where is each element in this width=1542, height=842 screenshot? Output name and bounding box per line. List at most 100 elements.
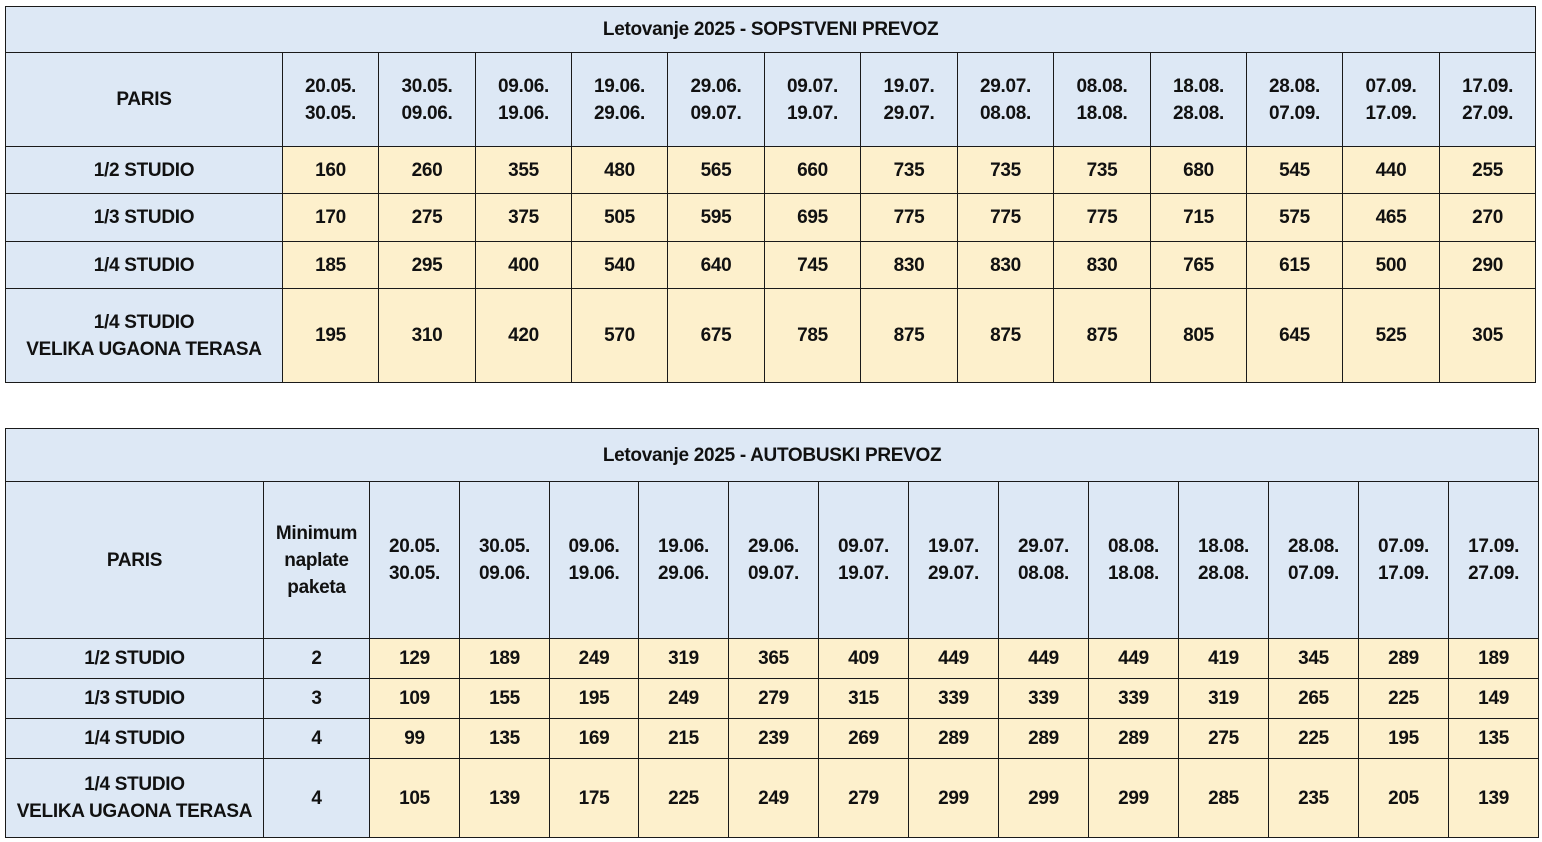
period-header: 29.06. 09.07.	[667, 52, 765, 147]
price-cell: 675	[667, 288, 765, 383]
price-cell: 449	[998, 638, 1089, 679]
price-cell: 715	[1150, 193, 1247, 242]
price-cell: 255	[1438, 146, 1537, 194]
price-cell: 290	[1438, 241, 1537, 289]
price-cell: 215	[638, 718, 729, 759]
price-cell: 105	[369, 758, 460, 838]
price-cell: 680	[1150, 146, 1247, 194]
period-header: 20.05. 30.05.	[282, 52, 379, 147]
price-cell: 149	[1447, 678, 1540, 719]
price-cell: 565	[667, 146, 765, 194]
price-cell: 175	[549, 758, 639, 838]
price-cell: 249	[638, 678, 729, 719]
price-cell: 195	[1358, 718, 1449, 759]
price-cell: 875	[957, 288, 1054, 383]
price-cell: 409	[818, 638, 909, 679]
price-cell: 225	[638, 758, 729, 838]
price-cell: 225	[1268, 718, 1359, 759]
period-header: 08.08. 18.08.	[1053, 52, 1151, 147]
minimum-payment-cell: 3	[263, 678, 370, 719]
price-cell: 480	[571, 146, 668, 194]
price-cell: 465	[1342, 193, 1440, 242]
room-type-cell: 1/3 STUDIO	[5, 678, 264, 719]
price-cell: 400	[475, 241, 572, 289]
price-cell: 249	[549, 638, 639, 679]
price-cell: 830	[1053, 241, 1151, 289]
price-cell: 765	[1150, 241, 1247, 289]
price-cell: 449	[1088, 638, 1179, 679]
price-cell: 235	[1268, 758, 1359, 838]
price-cell: 420	[475, 288, 572, 383]
price-cell: 875	[860, 288, 958, 383]
period-header: 28.08. 07.09.	[1246, 52, 1343, 147]
price-cell: 299	[1088, 758, 1179, 838]
price-cell: 660	[764, 146, 861, 194]
price-cell: 339	[998, 678, 1089, 719]
price-cell: 249	[728, 758, 819, 838]
price-cell: 299	[998, 758, 1089, 838]
price-cell: 289	[1358, 638, 1449, 679]
price-cell: 735	[1053, 146, 1151, 194]
period-header: 17.09. 27.09.	[1447, 481, 1540, 639]
price-cell: 449	[908, 638, 999, 679]
price-cell: 285	[1178, 758, 1269, 838]
period-header: 29.07. 08.08.	[957, 52, 1054, 147]
price-cell: 595	[667, 193, 765, 242]
price-cell: 830	[957, 241, 1054, 289]
price-cell: 260	[378, 146, 476, 194]
period-header: 19.07. 29.07.	[908, 481, 999, 639]
price-cell: 875	[1053, 288, 1151, 383]
room-type-cell: 1/2 STUDIO	[5, 146, 283, 194]
room-type-cell: 1/4 STUDIO	[5, 241, 283, 289]
table-row: 1/4 STUDIO 4 99 135 169 215 239 269 289 289 289 275…	[5, 718, 1540, 759]
price-cell: 205	[1358, 758, 1449, 838]
price-cell: 575	[1246, 193, 1343, 242]
price-cell: 419	[1178, 638, 1269, 679]
room-type-cell: 1/4 STUDIO	[5, 718, 264, 759]
period-header: 09.06. 19.06.	[475, 52, 572, 147]
price-cell: 160	[282, 146, 379, 194]
price-cell: 775	[860, 193, 958, 242]
price-cell: 525	[1342, 288, 1440, 383]
price-cell: 345	[1268, 638, 1359, 679]
price-cell: 305	[1438, 288, 1537, 383]
table-row: 1/4 STUDIO VELIKA UGAONA TERASA 195 310 420 5…	[5, 288, 1537, 383]
table-row: 1/3 STUDIO 3 109 155 195 249 279 315 339 339 339 31…	[5, 678, 1540, 719]
period-header: 19.06. 29.06.	[638, 481, 729, 639]
price-cell: 189	[459, 638, 550, 679]
price-cell: 279	[728, 678, 819, 719]
price-cell: 299	[908, 758, 999, 838]
period-header: 29.06. 09.07.	[728, 481, 819, 639]
minimum-payment-header: Minimum naplate paketa	[263, 481, 370, 639]
price-cell: 315	[818, 678, 909, 719]
price-cell: 319	[638, 638, 729, 679]
period-header: 19.07. 29.07.	[860, 52, 958, 147]
price-cell: 135	[1447, 718, 1540, 759]
price-cell: 339	[1088, 678, 1179, 719]
minimum-payment-cell: 4	[263, 718, 370, 759]
hotel-name-header: PARIS	[5, 481, 264, 639]
price-cell: 99	[369, 718, 460, 759]
price-cell: 785	[764, 288, 861, 383]
price-cell: 155	[459, 678, 550, 719]
table-header-row: PARIS 20.05. 30.05. 30.05. 09.06. 09.06. 19…	[5, 52, 1537, 147]
table-row: 1/3 STUDIO 170 275 375 505 595 695 775 775 775 715…	[5, 193, 1537, 242]
price-cell: 640	[667, 241, 765, 289]
price-cell: 109	[369, 678, 460, 719]
room-type-cell: 1/2 STUDIO	[5, 638, 264, 679]
table-row: 1/2 STUDIO 160 260 355 480 565 660 735 735 735 680…	[5, 146, 1537, 194]
price-cell: 289	[908, 718, 999, 759]
price-cell: 265	[1268, 678, 1359, 719]
price-cell: 135	[459, 718, 550, 759]
minimum-payment-cell: 4	[263, 758, 370, 838]
table-row: 1/4 STUDIO 185 295 400 540 640 745 830 830 830 765…	[5, 241, 1537, 289]
price-cell: 540	[571, 241, 668, 289]
price-cell: 275	[1178, 718, 1269, 759]
price-cell: 185	[282, 241, 379, 289]
period-header: 29.07. 08.08.	[998, 481, 1089, 639]
price-cell: 139	[1447, 758, 1540, 838]
table-row: 1/2 STUDIO 2 129 189 249 319 365 409 449 449 449 41…	[5, 638, 1540, 679]
period-header: 07.09. 17.09.	[1342, 52, 1440, 147]
price-cell: 570	[571, 288, 668, 383]
price-cell: 195	[549, 678, 639, 719]
